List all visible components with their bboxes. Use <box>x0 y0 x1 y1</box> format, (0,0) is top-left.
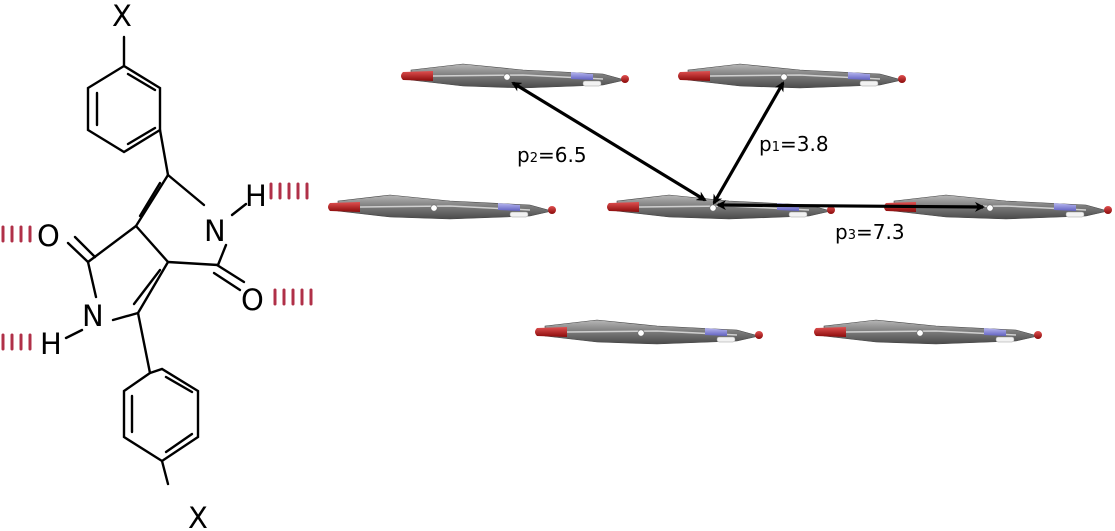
lower-pyrrolinone-ring <box>64 224 170 340</box>
atom-n-upper: N <box>204 214 226 248</box>
hydrogen-bond-right-o <box>273 288 313 306</box>
upper-pyrrolinone-ring <box>134 173 248 292</box>
atom-n-lower: N <box>82 299 104 333</box>
atom-x-bottom: X <box>188 501 208 531</box>
atom-x-top: X <box>112 0 132 33</box>
top-phenyl-ring <box>86 35 162 154</box>
stacked-molecule <box>678 63 906 89</box>
hydrogen-bond-upper-right <box>269 182 309 200</box>
hydrogen-bond-lower-left <box>1 333 32 351</box>
label-p2: p2=6.5 <box>517 143 587 167</box>
bond-bottom-link <box>136 311 152 375</box>
atom-o-right: O <box>241 283 264 317</box>
bottom-phenyl-ring <box>122 367 200 486</box>
atom-h-lower: H <box>40 327 62 361</box>
atom-o-left: O <box>37 219 60 253</box>
dpp-structure-diagram <box>1 35 313 486</box>
stacked-molecules <box>328 63 1112 345</box>
arrow-p3 <box>716 200 985 212</box>
hydrogen-bond-left-o <box>1 225 32 243</box>
arrow-p1 <box>712 81 785 205</box>
stacked-molecule <box>814 319 1042 345</box>
stacked-molecule <box>328 194 556 220</box>
label-p1: p1=3.8 <box>759 132 829 156</box>
arrow-p2 <box>511 81 707 202</box>
distance-arrows <box>511 81 985 212</box>
atom-h-upper: H <box>245 179 267 213</box>
bond-top-link <box>158 128 170 177</box>
label-p3: p3=7.3 <box>835 220 905 244</box>
stacked-molecule <box>535 319 763 345</box>
